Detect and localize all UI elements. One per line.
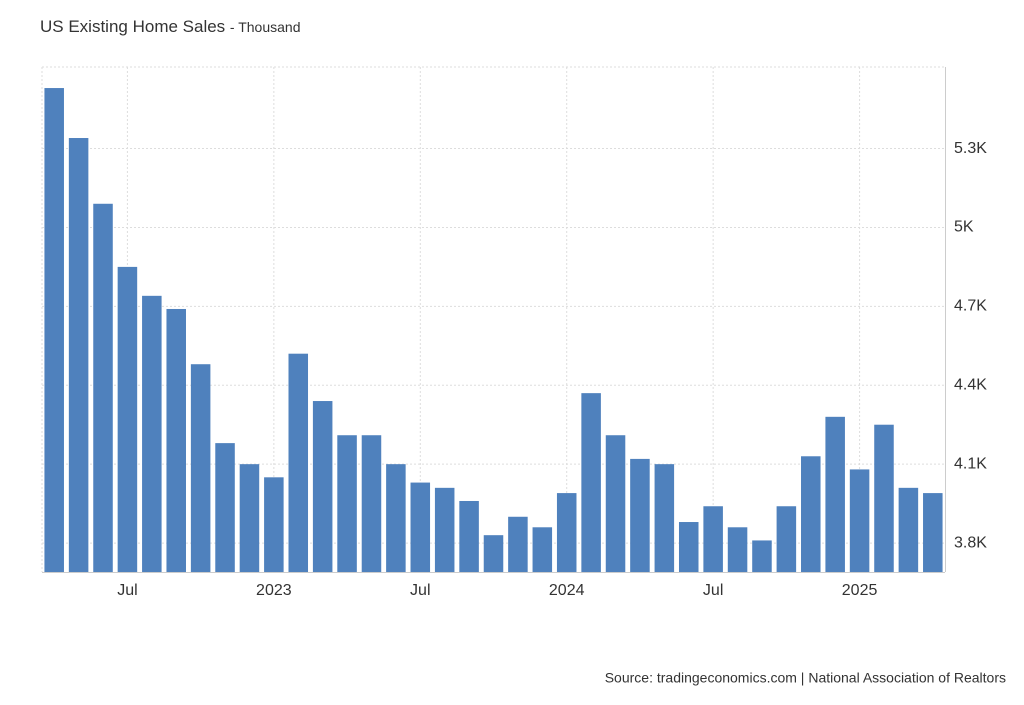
bar (556, 493, 577, 572)
y-tick-label: 4.1K (954, 455, 987, 472)
bar (386, 464, 406, 572)
bar (410, 482, 431, 572)
bar (532, 527, 553, 572)
bar (630, 458, 650, 572)
bar (825, 416, 845, 572)
bar (727, 527, 748, 572)
bar (776, 506, 797, 572)
bar (654, 464, 675, 572)
chart-title: US Existing Home Sales - Thousand (40, 17, 301, 36)
title: US Existing Home Sales (40, 17, 225, 36)
bar (361, 435, 382, 572)
bar (166, 308, 186, 572)
bar (239, 464, 260, 572)
bar (703, 506, 723, 572)
x-tick-label: 2023 (256, 582, 292, 599)
bar (44, 88, 64, 573)
x-tick-label: 2025 (842, 582, 878, 599)
bar (483, 535, 504, 572)
source: Source: tradingeconomics.com | National … (605, 670, 1006, 686)
bar (190, 364, 211, 572)
bar (142, 295, 162, 572)
y-tick-label: 5K (954, 219, 974, 236)
bar (337, 435, 357, 572)
bar (215, 443, 235, 572)
bar (93, 203, 113, 573)
bar (117, 266, 138, 572)
bar (678, 522, 699, 572)
subtitle: - Thousand (230, 19, 301, 35)
bar (898, 487, 919, 572)
bar (264, 477, 284, 572)
bar (849, 469, 870, 572)
x-tick-label: Jul (410, 582, 430, 599)
bar (752, 540, 772, 572)
bar (68, 138, 89, 572)
bar (874, 424, 894, 572)
y-tick-label: 4.7K (954, 298, 987, 315)
bar (581, 393, 601, 572)
bar (312, 401, 333, 572)
y-tick-label: 5.3K (954, 140, 987, 157)
x-tick-label: 2024 (549, 582, 585, 599)
y-tick-label: 3.8K (954, 534, 987, 551)
bar (288, 353, 309, 572)
bar (459, 500, 479, 572)
bar (508, 516, 528, 572)
x-tick-label: Jul (117, 582, 137, 599)
y-tick-label: 4.4K (954, 376, 987, 393)
bar (605, 435, 626, 572)
bar (923, 493, 943, 572)
x-tick-label: Jul (703, 582, 723, 599)
bar (801, 456, 821, 572)
bar (434, 487, 455, 572)
